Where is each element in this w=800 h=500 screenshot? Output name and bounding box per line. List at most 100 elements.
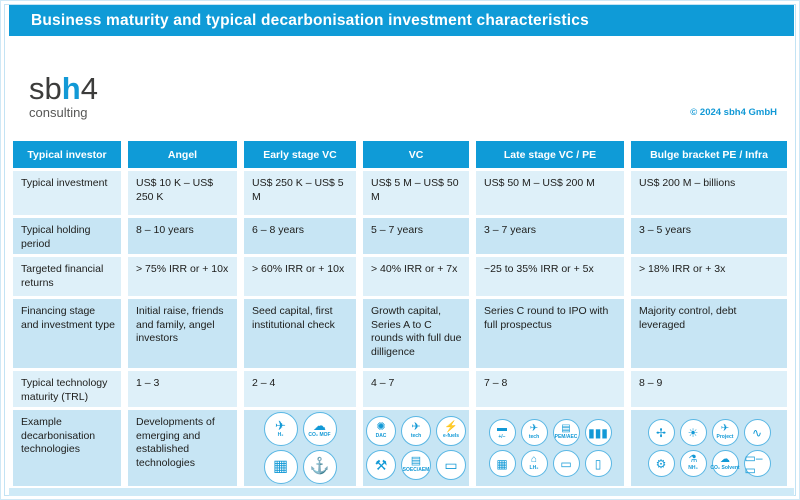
- icon-glyph: ☁: [313, 418, 326, 434]
- table-cell: 5 – 7 years: [363, 218, 469, 254]
- icon-label: e-fuels: [442, 433, 460, 440]
- footer-band: [9, 488, 794, 496]
- battery-icon: ▬ +/−: [488, 419, 516, 446]
- icon-label: DAC: [375, 433, 387, 440]
- table-cell: 4 – 7: [363, 371, 469, 407]
- column-header: Bulge bracket PE / Infra: [631, 141, 787, 168]
- aviation-project-icon: ✈ Project: [711, 419, 739, 446]
- icon-glyph: ⌂: [530, 454, 538, 466]
- table-cell: US$ 50 M – US$ 200 M: [476, 171, 624, 215]
- table-cell: > 40% IRR or + 7x: [363, 257, 469, 296]
- gear-process-icon: ⚙: [647, 450, 675, 477]
- pem-aec-electrolyser-icon: ▤ PEM/AEC: [552, 419, 580, 446]
- ship-transport-icon: ⚓: [302, 450, 337, 484]
- icon-glyph: ▮▮▮: [588, 425, 608, 440]
- icon-glyph: ▭: [444, 457, 458, 473]
- wind-turbine-icon: ✢: [647, 419, 675, 446]
- co2-mof-capture-icon: ☁ CO₂ MOF: [302, 412, 337, 446]
- column-header: Early stage VC: [244, 141, 356, 168]
- table-cell: Majority control, debt leveraged: [631, 299, 787, 368]
- icon-label: NH₃: [688, 465, 698, 472]
- table-cell: 6 – 8 years: [244, 218, 356, 254]
- hydrogen-aviation-icon: ✈ H₂: [263, 412, 298, 446]
- logo-subtitle: consulting: [29, 105, 88, 120]
- row-label: Targeted financial returns: [13, 257, 121, 296]
- soec-aem-electrolyser-icon: ▤ SOEC/AEM: [401, 450, 431, 480]
- page-title: Business maturity and typical decarbonis…: [31, 11, 589, 29]
- row-label: Example decarbonisation technologies: [13, 410, 121, 486]
- icon-glyph: ▦: [272, 458, 289, 475]
- column-header: VC: [363, 141, 469, 168]
- table-cell: US$ 10 K – US$ 250 K: [128, 171, 237, 215]
- icon-glyph: ☀: [687, 425, 699, 440]
- icon-label: +/−: [498, 434, 506, 441]
- icon-glyph: ▬: [497, 423, 507, 435]
- technology-icons-cell: ▬ +/− ✈ tech ▤ PEM/AEC ▮▮▮ ▦ ⌂ LH₂ ▭ ▯: [476, 410, 624, 486]
- truck-icon: ▭: [552, 450, 580, 477]
- molecule-pipeline-icon: ∿: [743, 419, 771, 446]
- icon-label: tech: [528, 434, 540, 441]
- icon-label: CO₂ MOF: [308, 432, 331, 439]
- dac-fan-icon: ✺ DAC: [366, 416, 396, 446]
- corner-header: Typical investor: [13, 141, 121, 168]
- icon-glyph: ✈: [720, 423, 730, 435]
- table-cell: Growth capital, Series A to C rounds wit…: [363, 299, 469, 368]
- technology-icons-cell: ✈ H₂ ☁ CO₂ MOF ▦ ⚓: [244, 410, 356, 486]
- column-header: Angel: [128, 141, 237, 168]
- icon-glyph: ✺: [376, 421, 386, 434]
- icon-glyph: ✈: [529, 423, 539, 435]
- icon-glyph: ▤: [561, 423, 571, 435]
- storage-tank-icon: ▯: [584, 450, 612, 477]
- icon-label: PEM/AEC: [554, 434, 578, 441]
- column-header: Late stage VC / PE: [476, 141, 624, 168]
- table-cell: > 60% IRR or + 10x: [244, 257, 356, 296]
- row-label: Typical technology maturity (TRL): [13, 371, 121, 407]
- title-bar: Business maturity and typical decarbonis…: [9, 5, 794, 36]
- table-cell: 1 – 3: [128, 371, 237, 407]
- solar-panel-icon: ☀: [679, 419, 707, 446]
- company-logo: sbh4 consulting: [29, 73, 98, 120]
- co2-solvent-icon: ☁ CO₂ Solvent: [710, 450, 740, 477]
- icon-label: tech: [410, 433, 422, 440]
- icon-glyph: ▭: [560, 456, 572, 471]
- icon-glyph: ⚙: [655, 456, 667, 471]
- logo-wordmark: sbh4: [29, 73, 98, 104]
- logo-h: h: [61, 71, 81, 106]
- icon-label: H₂: [277, 432, 284, 439]
- e-fuels-pump-icon: ⚡ e-fuels: [436, 416, 466, 446]
- table-cell: 7 – 8: [476, 371, 624, 407]
- icon-glyph: ∿: [751, 425, 763, 440]
- table-cell: 3 – 7 years: [476, 218, 624, 254]
- row-label: Typical investment: [13, 171, 121, 215]
- bus-icon: ▭: [436, 450, 466, 480]
- table-cell: 8 – 10 years: [128, 218, 237, 254]
- logo-sb: sb: [29, 71, 62, 106]
- table-cell: 3 – 5 years: [631, 218, 787, 254]
- nh3-flask-icon: ⚗ NH₃: [679, 450, 707, 477]
- icon-glyph: ▦: [496, 456, 508, 471]
- sorbent-membrane-icon: ▦: [263, 450, 298, 484]
- table: Typical investor Angel Early stage VC VC Lat…: [13, 141, 787, 486]
- icon-glyph: ▭–▭: [744, 450, 763, 477]
- icon-glyph: ▯: [594, 456, 602, 471]
- icon-label: Project: [716, 434, 734, 441]
- logo-4: 4: [80, 71, 98, 106]
- icon-label: SOEC/AEM: [402, 467, 430, 474]
- copyright-notice: © 2024 sbh4 GmbH: [690, 107, 777, 118]
- icon-glyph: ✈: [275, 418, 286, 434]
- table-cell: 2 – 4: [244, 371, 356, 407]
- table-cell: > 75% IRR or + 10x: [128, 257, 237, 296]
- table-cell: US$ 250 K – US$ 5 M: [244, 171, 356, 215]
- gas-cylinders-icon: ▮▮▮: [584, 419, 612, 446]
- table-cell: ~25 to 35% IRR or + 5x: [476, 257, 624, 296]
- table-cell: 8 – 9: [631, 371, 787, 407]
- lh2-storage-dome-icon: ⌂ LH₂: [520, 450, 548, 477]
- drilling-rig-icon: ⚒: [366, 450, 396, 480]
- table-cell: US$ 5 M – US$ 50 M: [363, 171, 469, 215]
- icon-glyph: ⚒: [374, 457, 388, 473]
- table-cell: Developments of emerging and established…: [128, 410, 237, 486]
- table-cell: Seed capital, first institutional check: [244, 299, 356, 368]
- row-label: Typical holding period: [13, 218, 121, 254]
- technology-icons-cell: ✺ DAC ✈ tech ⚡ e-fuels ⚒ ▤ SOEC/AEM ▭: [363, 410, 469, 486]
